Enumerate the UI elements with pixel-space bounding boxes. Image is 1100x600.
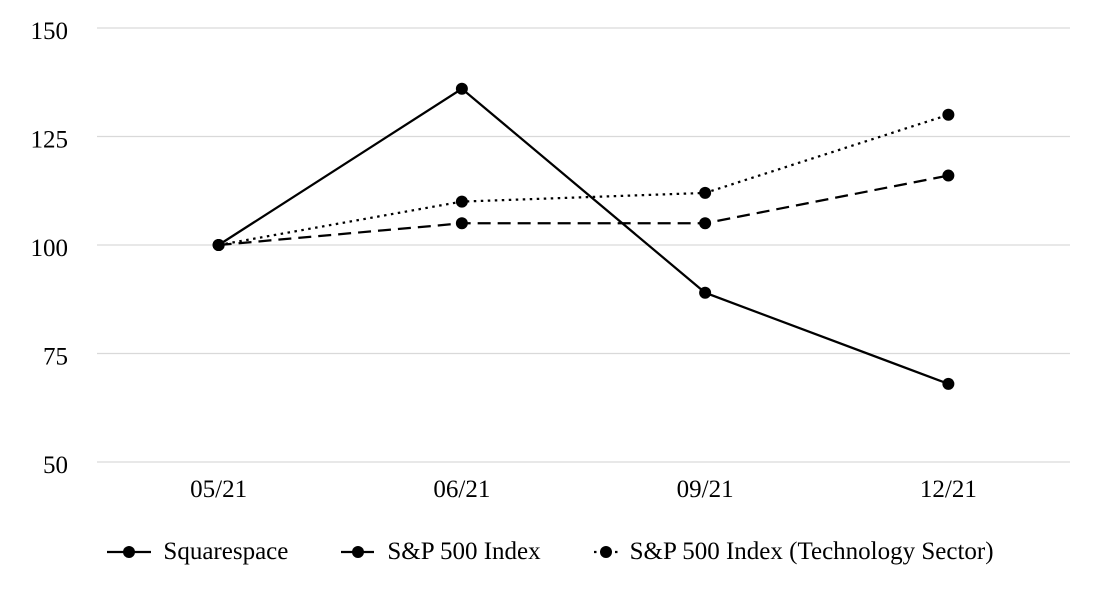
data-point-marker bbox=[699, 217, 712, 230]
legend-label: Squarespace bbox=[163, 538, 289, 565]
data-point-marker bbox=[942, 108, 955, 121]
x-tick-label: 05/21 bbox=[190, 476, 247, 503]
y-tick-label: 100 bbox=[31, 235, 69, 262]
x-tick-label: 12/21 bbox=[920, 476, 977, 503]
legend-solid-line-marker-icon bbox=[107, 546, 152, 558]
legend-dotted-line-marker-icon bbox=[593, 546, 618, 558]
data-point-marker bbox=[455, 217, 468, 230]
data-point-marker bbox=[699, 186, 712, 199]
y-tick-label: 125 bbox=[31, 127, 69, 154]
data-point-marker bbox=[942, 169, 955, 182]
data-point-marker bbox=[455, 82, 468, 95]
y-tick-label: 75 bbox=[43, 344, 68, 371]
data-point-marker bbox=[212, 239, 225, 251]
data-point-marker bbox=[455, 195, 468, 208]
series-line-solid bbox=[218, 87, 949, 385]
line-chart: 50 75 100 125 150 05/21 06/21 09/21 12/21 bbox=[31, 18, 1070, 503]
x-tick-label: 09/21 bbox=[677, 476, 734, 503]
y-tick-label: 50 bbox=[43, 452, 68, 479]
legend-item: S&P 500 Index bbox=[340, 537, 541, 567]
legend-label: S&P 500 Index bbox=[387, 538, 541, 565]
legend-dashed-line-marker-icon bbox=[341, 546, 376, 558]
legend-label: S&P 500 Index (Technology Sector) bbox=[629, 538, 994, 565]
x-tick-label: 06/21 bbox=[433, 476, 490, 503]
legend: Squarespace S&P 500 Index S&P 500 Index (T… bbox=[0, 537, 1100, 567]
data-point-marker bbox=[699, 286, 712, 299]
series-line-dotted bbox=[218, 113, 949, 247]
data-point-marker bbox=[942, 377, 955, 390]
legend-item: S&P 500 Index (Technology Sector) bbox=[593, 537, 994, 567]
series-line-dashed bbox=[218, 174, 949, 247]
y-tick-label: 150 bbox=[31, 18, 69, 45]
legend-item: Squarespace bbox=[106, 537, 288, 567]
